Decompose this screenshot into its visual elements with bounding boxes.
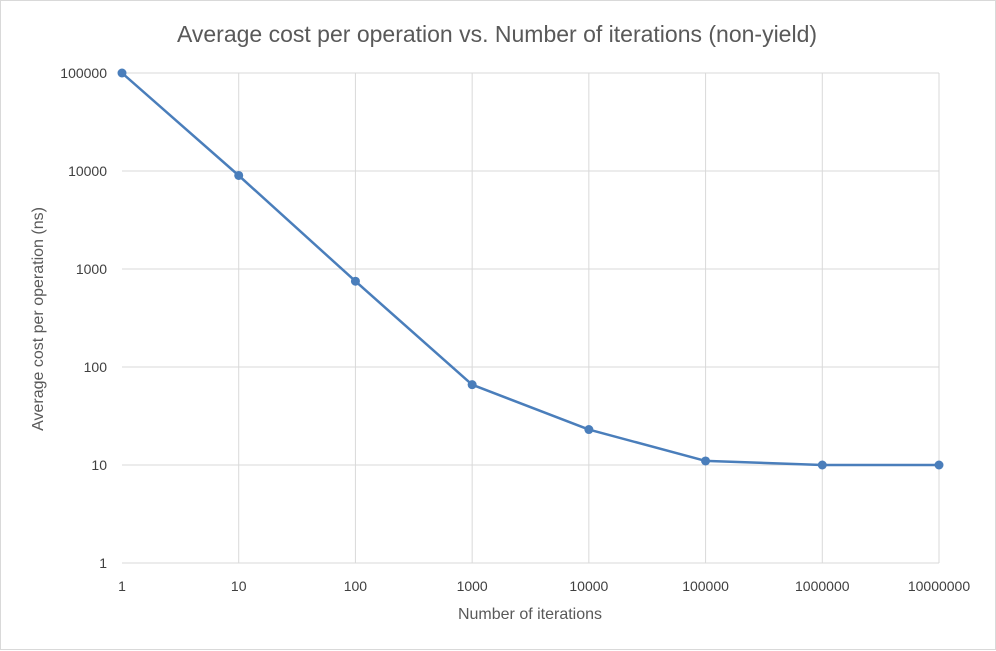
x-tick-label: 100000 (682, 578, 729, 594)
chart-title: Average cost per operation vs. Number of… (177, 21, 817, 47)
data-point (817, 460, 827, 470)
grid (122, 72, 940, 564)
x-tick-label: 10000000 (908, 578, 971, 594)
data-point (234, 170, 244, 180)
data-point (467, 380, 477, 390)
y-tick-label: 100 (84, 359, 108, 375)
data-point (117, 68, 127, 78)
x-tick-label: 1 (118, 578, 126, 594)
y-tick-label: 10 (91, 457, 107, 473)
data-point (701, 456, 711, 466)
x-tick-label: 10 (231, 578, 247, 594)
y-tick-label: 100000 (60, 65, 107, 81)
series-line (121, 72, 939, 467)
y-tick-label: 1000 (76, 261, 107, 277)
x-axis-title: Number of iterations (458, 606, 602, 623)
series (117, 68, 944, 470)
y-axis-title: Average cost per operation (ns) (30, 207, 47, 431)
x-tick-label: 1000000 (795, 578, 850, 594)
x-tick-label: 10000 (569, 578, 608, 594)
y-tick-label: 1 (99, 555, 107, 571)
data-point (934, 460, 944, 470)
x-tick-label: 100 (344, 578, 368, 594)
data-point (350, 276, 360, 286)
data-point (584, 425, 594, 435)
y-tick-label: 10000 (68, 163, 107, 179)
x-tick-label: 1000 (457, 578, 488, 594)
tick-labels: 1 10 100 1000 10000 100000 1 10 100 1000 10000 1000… (60, 65, 970, 594)
